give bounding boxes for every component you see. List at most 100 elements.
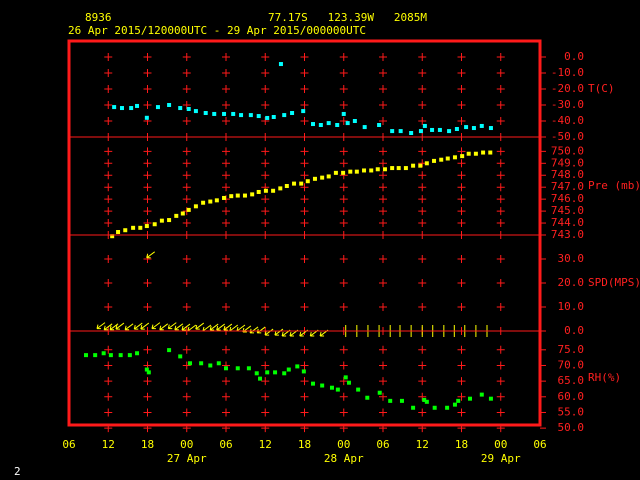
grid-cross <box>418 408 427 417</box>
grid-cross <box>222 183 230 192</box>
data-point <box>239 113 244 118</box>
grid-cross <box>379 195 387 204</box>
data-point <box>250 192 255 197</box>
y-tick-label: 749.0 <box>551 156 584 169</box>
data-point <box>256 114 261 119</box>
grid-cross <box>261 101 270 109</box>
data-point <box>273 370 278 375</box>
data-point <box>229 194 234 199</box>
grid-cross <box>457 207 466 216</box>
grid-cross <box>339 101 348 109</box>
data-point <box>193 204 198 209</box>
data-point <box>396 166 401 171</box>
grid-cross <box>379 279 387 287</box>
grid-cross <box>222 345 230 354</box>
grid-cross <box>261 219 270 228</box>
data-point <box>131 225 136 230</box>
data-point <box>352 119 357 123</box>
data-point <box>246 366 251 371</box>
date-label: 29 Apr <box>481 452 521 465</box>
grid-cross <box>222 117 230 125</box>
data-point <box>343 375 348 380</box>
y-tick-label: 10.0 <box>558 300 585 313</box>
y-tick-label: 750.0 <box>551 144 584 157</box>
grid-cross <box>418 207 427 216</box>
data-point <box>231 111 236 116</box>
grid-cross <box>457 101 466 109</box>
frame-number: 2 <box>14 465 21 478</box>
grid-cross <box>496 279 505 287</box>
grid-cross <box>457 279 466 287</box>
wind-arrow <box>140 322 150 330</box>
data-point <box>167 218 172 223</box>
grid-cross <box>496 195 505 204</box>
grid-cross <box>339 195 348 204</box>
grid-cross <box>339 408 348 417</box>
grid-cross <box>339 69 348 77</box>
y-tick-label: 55.0 <box>558 405 585 418</box>
data-point <box>479 392 484 397</box>
y-tick-label: 20.0 <box>558 276 585 289</box>
data-point <box>320 175 325 180</box>
data-point <box>305 179 310 184</box>
data-point <box>390 129 395 134</box>
x-tick-label: 06 <box>376 438 389 451</box>
data-point <box>464 125 469 130</box>
data-point <box>290 111 295 115</box>
grid-cross <box>496 171 505 180</box>
x-tick-label: 18 <box>455 438 468 451</box>
grid-cross <box>418 53 427 61</box>
data-point <box>409 131 414 135</box>
grid-cross <box>339 183 348 192</box>
grid-cross <box>418 255 427 263</box>
x-tick-label: 00 <box>180 438 193 451</box>
grid-cross <box>496 392 505 401</box>
grid-cross <box>300 147 309 156</box>
grid-cross <box>143 408 152 417</box>
wind-arrow <box>115 322 125 330</box>
grid-cross <box>496 147 505 156</box>
axis-label: SPD(MPS) <box>588 276 640 289</box>
data-point <box>178 354 183 359</box>
grid-cross <box>418 377 427 386</box>
data-point <box>286 367 291 372</box>
grid-cross <box>104 361 113 370</box>
data-point <box>460 154 465 159</box>
data-point <box>144 367 149 372</box>
wind-arrow <box>151 322 161 330</box>
grid-cross <box>496 207 505 216</box>
y-tick-label: 744.0 <box>551 216 584 229</box>
data-point <box>445 156 450 161</box>
data-point <box>167 103 172 107</box>
data-point <box>208 199 213 204</box>
data-point <box>348 169 353 174</box>
wind-arrow <box>274 328 284 336</box>
grid-cross <box>222 219 230 228</box>
axis-label: RH(%) <box>588 371 621 384</box>
grid-cross <box>339 345 348 354</box>
grid-cross <box>379 408 387 417</box>
axis-label: T(C) <box>588 82 615 95</box>
data-point <box>167 348 172 353</box>
wind-arrow <box>167 322 177 330</box>
grid-cross <box>418 171 427 180</box>
grid-cross <box>104 207 113 216</box>
y-tick-label: -50.0 <box>551 130 584 143</box>
grid-cross <box>143 85 152 93</box>
grid-cross <box>457 377 466 386</box>
grid-cross <box>457 361 466 370</box>
data-point <box>152 222 157 227</box>
grid-cross <box>300 195 309 204</box>
grid-cross <box>182 171 191 180</box>
grid-cross <box>104 195 113 204</box>
data-point <box>354 169 359 174</box>
grid-cross <box>104 408 113 417</box>
grid-cross <box>457 255 466 263</box>
grid-cross <box>418 219 427 228</box>
data-point <box>254 371 259 376</box>
grid-cross <box>143 69 152 77</box>
grid-cross <box>182 377 191 386</box>
data-point <box>216 361 221 366</box>
grid-cross <box>300 117 309 125</box>
data-point <box>362 168 367 173</box>
